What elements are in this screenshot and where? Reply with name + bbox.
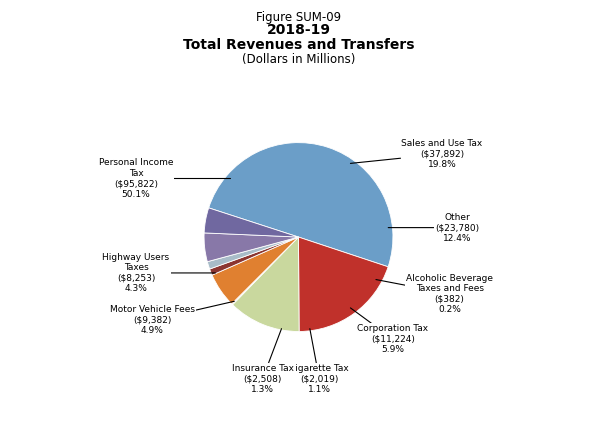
Wedge shape: [209, 143, 393, 267]
Text: Motor Vehicle Fees
($9,382)
4.9%: Motor Vehicle Fees ($9,382) 4.9%: [110, 301, 234, 335]
Wedge shape: [204, 208, 298, 237]
Text: Cigarette Tax
($2,019)
1.1%: Cigarette Tax ($2,019) 1.1%: [290, 329, 349, 394]
Text: 2018-19: 2018-19: [266, 23, 331, 37]
Text: Alcoholic Beverage
Taxes and Fees
($382)
0.2%: Alcoholic Beverage Taxes and Fees ($382)…: [376, 274, 493, 314]
Text: Insurance Tax
($2,508)
1.3%: Insurance Tax ($2,508) 1.3%: [232, 329, 294, 394]
Wedge shape: [204, 233, 298, 262]
Wedge shape: [232, 237, 298, 305]
Text: Corporation Tax
($11,224)
5.9%: Corporation Tax ($11,224) 5.9%: [350, 308, 429, 354]
Text: Highway Users
Taxes
($8,253)
4.3%: Highway Users Taxes ($8,253) 4.3%: [103, 253, 216, 293]
Wedge shape: [212, 237, 298, 304]
Wedge shape: [233, 237, 299, 332]
Wedge shape: [210, 237, 298, 275]
Text: Total Revenues and Transfers: Total Revenues and Transfers: [183, 38, 414, 52]
Text: Sales and Use Tax
($37,892)
19.8%: Sales and Use Tax ($37,892) 19.8%: [350, 139, 483, 169]
Wedge shape: [298, 237, 388, 332]
Text: (Dollars in Millions): (Dollars in Millions): [242, 53, 355, 66]
Text: Personal Income
Tax
($95,822)
50.1%: Personal Income Tax ($95,822) 50.1%: [99, 159, 230, 198]
Wedge shape: [207, 237, 298, 269]
Text: Other
($23,780)
12.4%: Other ($23,780) 12.4%: [388, 212, 479, 243]
Text: Figure SUM-09: Figure SUM-09: [256, 11, 341, 24]
